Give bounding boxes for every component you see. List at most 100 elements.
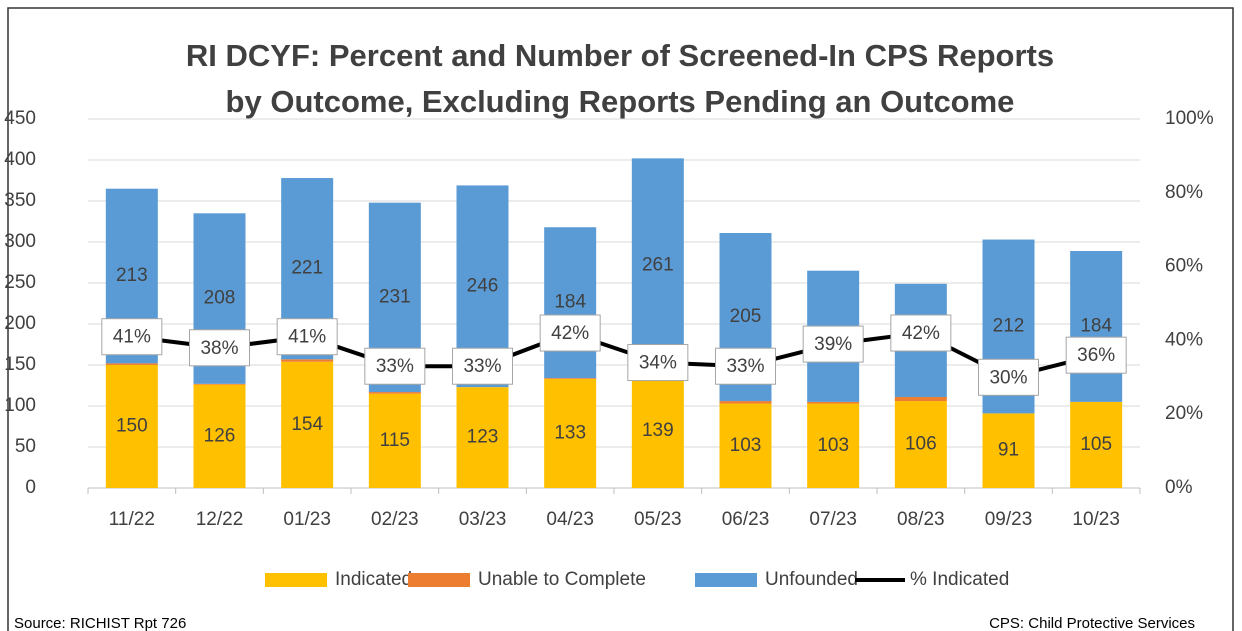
data-label: 41% <box>288 327 326 348</box>
data-label: 231 <box>379 286 411 307</box>
y2-tick-label: 80% <box>1165 182 1203 203</box>
y-tick-label: 400 <box>4 149 36 170</box>
data-label: 212 <box>993 315 1025 336</box>
bar-segment <box>368 392 421 394</box>
legend-label: Indicated <box>335 569 412 590</box>
bar-segment <box>544 378 597 379</box>
legend-swatch <box>265 573 327 587</box>
y-tick-label: 250 <box>4 272 36 293</box>
data-label: 30% <box>989 367 1027 388</box>
legend-label: Unable to Complete <box>478 569 646 590</box>
data-label: 213 <box>116 265 148 286</box>
label-box <box>276 318 338 356</box>
data-label: 123 <box>467 427 499 448</box>
x-tick-label: 10/23 <box>1072 509 1120 530</box>
bar-segment <box>631 374 684 488</box>
x-tick-label: 01/23 <box>283 509 331 530</box>
y2-tick-label: 0% <box>1165 477 1193 498</box>
bar-segment <box>719 403 772 488</box>
y2-tick-label: 20% <box>1165 403 1203 424</box>
bar-segment <box>544 378 597 488</box>
x-tick-label: 05/23 <box>634 509 682 530</box>
data-label: 184 <box>1080 315 1112 336</box>
data-label: 103 <box>817 435 849 456</box>
data-label: 261 <box>642 254 674 275</box>
label-box <box>890 314 952 352</box>
y-tick-label: 450 <box>4 108 36 129</box>
data-label: 139 <box>642 420 674 441</box>
data-label: 33% <box>463 356 501 377</box>
legend-swatch <box>408 573 470 587</box>
x-tick-label: 12/22 <box>196 509 244 530</box>
data-label: 38% <box>200 338 238 359</box>
legend-label: % Indicated <box>910 569 1009 590</box>
y2-tick-label: 60% <box>1165 256 1203 277</box>
data-label: 103 <box>730 435 762 456</box>
data-label: 36% <box>1077 345 1115 366</box>
data-label: 126 <box>204 425 236 446</box>
data-label: 106 <box>905 434 937 455</box>
label-box <box>364 347 426 385</box>
legend-swatch <box>695 573 757 587</box>
source-note: Source: RICHIST Rpt 726 <box>14 615 186 631</box>
data-label: 39% <box>814 334 852 355</box>
data-label: 33% <box>726 356 764 377</box>
data-label: 115 <box>380 430 410 451</box>
bar-segment <box>807 403 860 488</box>
x-tick-label: 04/23 <box>546 509 594 530</box>
bar-segment <box>193 384 246 488</box>
y-tick-label: 350 <box>4 190 36 211</box>
bar-segment <box>1070 251 1123 402</box>
bar-segment <box>894 401 947 488</box>
bar-segment <box>719 401 772 404</box>
x-tick-label: 07/23 <box>809 509 857 530</box>
x-tick-label: 02/23 <box>371 509 419 530</box>
data-label: 208 <box>204 288 236 309</box>
bar-segment <box>456 387 509 488</box>
data-label: 150 <box>116 416 148 437</box>
label-box <box>715 347 776 385</box>
label-box <box>101 318 163 356</box>
bar-segment <box>281 361 334 488</box>
label-box <box>627 344 689 382</box>
bar-segment <box>544 227 597 379</box>
bar-segment <box>1070 401 1123 488</box>
data-label: 91 <box>998 440 1019 461</box>
data-label: 184 <box>554 292 586 313</box>
bar-segment <box>982 413 1035 488</box>
label-box <box>452 347 513 385</box>
data-label: 42% <box>902 323 940 344</box>
y-tick-label: 300 <box>4 231 36 252</box>
y-tick-label: 50 <box>15 436 36 457</box>
x-tick-label: 11/22 <box>109 509 155 530</box>
bar-segment <box>631 158 684 373</box>
x-tick-label: 03/23 <box>459 509 507 530</box>
data-label: 105 <box>1080 434 1112 455</box>
data-label: 133 <box>554 422 586 443</box>
label-box <box>539 314 601 352</box>
x-tick-label: 06/23 <box>722 509 770 530</box>
data-label: 34% <box>639 353 677 374</box>
legend-label: Unfounded <box>765 569 858 590</box>
bar-segment <box>193 383 246 385</box>
bar-segment <box>105 363 158 365</box>
y2-tick-label: 100% <box>1165 108 1214 129</box>
y-tick-label: 200 <box>4 313 36 334</box>
data-label: 154 <box>291 414 323 435</box>
bar-segment <box>368 393 421 488</box>
data-label: 33% <box>376 356 414 377</box>
y2-tick-label: 40% <box>1165 329 1203 350</box>
footnote: CPS: Child Protective Services <box>989 615 1195 631</box>
data-label: 221 <box>291 258 323 279</box>
bar-segment <box>894 396 947 402</box>
label-box <box>802 325 864 363</box>
x-tick-label: 08/23 <box>897 509 945 530</box>
data-label: 42% <box>551 323 589 344</box>
y-tick-label: 150 <box>4 354 36 375</box>
label-box <box>978 358 1039 396</box>
y-tick-label: 100 <box>4 395 36 416</box>
label-box <box>1065 336 1127 374</box>
y-tick-label: 0 <box>25 477 36 498</box>
data-label: 246 <box>467 275 499 296</box>
